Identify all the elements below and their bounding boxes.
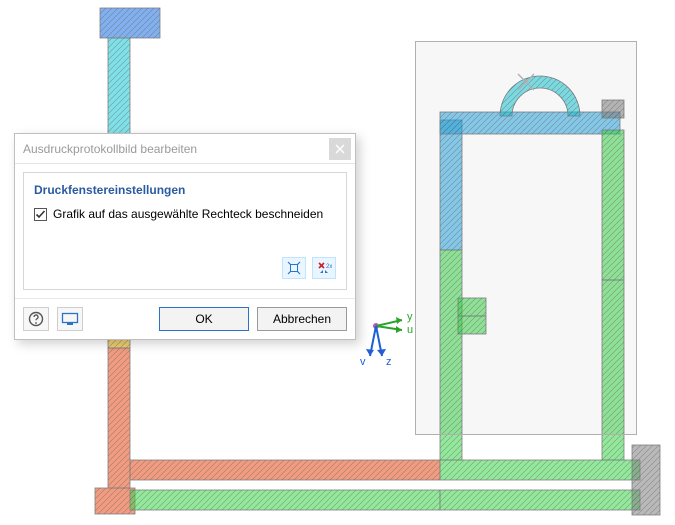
dialog-footer: OK Abbrechen bbox=[15, 298, 355, 339]
reset-zoom-icon: 2x bbox=[316, 260, 332, 276]
crop-to-rectangle-label: Grafik auf das ausgewählte Rechteck besc… bbox=[53, 207, 323, 221]
cancel-button[interactable]: Abbrechen bbox=[257, 307, 347, 331]
crop-to-rectangle-row[interactable]: Grafik auf das ausgewählte Rechteck besc… bbox=[34, 207, 336, 221]
close-icon bbox=[335, 144, 345, 154]
fit-extents-button[interactable] bbox=[282, 257, 306, 279]
dialog-titlebar[interactable]: Ausdruckprotokollbild bearbeiten bbox=[15, 134, 355, 164]
help-icon bbox=[28, 311, 44, 327]
crop-to-rectangle-checkbox[interactable] bbox=[34, 208, 47, 221]
axis-label-z: z bbox=[386, 356, 392, 368]
axis-label-u: u bbox=[407, 324, 413, 336]
print-window-settings-panel: Druckfenstereinstellungen Grafik auf das… bbox=[23, 172, 347, 290]
fit-extents-icon bbox=[286, 260, 302, 276]
dialog-title: Ausdruckprotokollbild bearbeiten bbox=[23, 142, 197, 156]
axis-label-y: y bbox=[407, 311, 413, 323]
checkmark-icon bbox=[35, 209, 46, 220]
edit-print-image-dialog: Ausdruckprotokollbild bearbeiten Druckfe… bbox=[14, 133, 356, 340]
help-button[interactable] bbox=[23, 307, 49, 331]
ok-button[interactable]: OK bbox=[159, 307, 249, 331]
dialog-body: Druckfenstereinstellungen Grafik auf das… bbox=[15, 164, 355, 298]
close-button[interactable] bbox=[329, 138, 351, 160]
coordinate-axis-indicator: y u v z bbox=[358, 314, 428, 374]
axis-label-v: v bbox=[360, 356, 366, 368]
monitor-icon bbox=[61, 312, 79, 326]
reset-zoom-button[interactable]: 2x bbox=[312, 257, 336, 279]
svg-text:2x: 2x bbox=[326, 264, 332, 270]
selection-rectangle[interactable] bbox=[415, 41, 637, 435]
display-settings-button[interactable] bbox=[57, 307, 83, 331]
panel-header: Druckfenstereinstellungen bbox=[34, 183, 336, 197]
ok-button-label: OK bbox=[195, 312, 212, 326]
cancel-button-label: Abbrechen bbox=[273, 312, 331, 326]
